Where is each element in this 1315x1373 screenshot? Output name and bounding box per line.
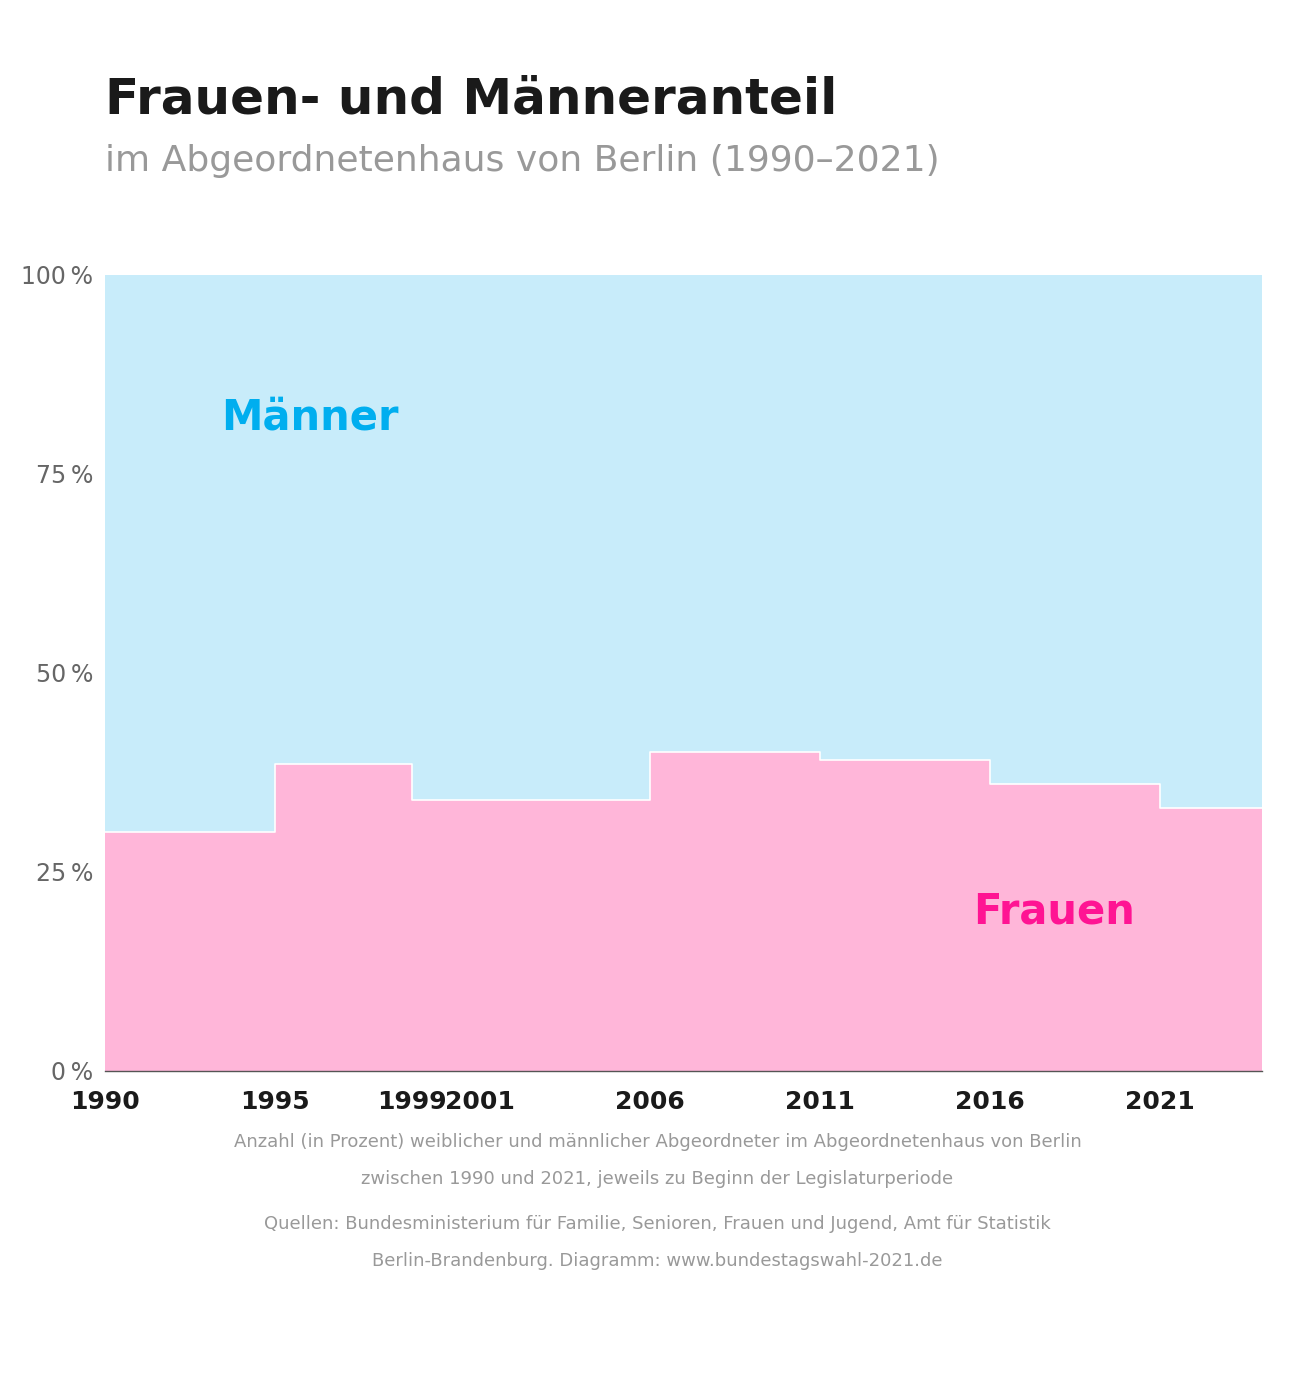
- Text: im Abgeordnetenhaus von Berlin (1990–2021): im Abgeordnetenhaus von Berlin (1990–202…: [105, 144, 940, 178]
- Text: Männer: Männer: [221, 397, 398, 439]
- Text: Frauen- und Männeranteil: Frauen- und Männeranteil: [105, 76, 838, 124]
- Text: Berlin-Brandenburg. Diagramm: www.bundestagswahl-2021.de: Berlin-Brandenburg. Diagramm: www.bundes…: [372, 1252, 943, 1270]
- Text: zwischen 1990 und 2021, jeweils zu Beginn der Legislaturperiode: zwischen 1990 und 2021, jeweils zu Begin…: [362, 1170, 953, 1188]
- Text: Quellen: Bundesministerium für Familie, Senioren, Frauen und Jugend, Amt für Sta: Quellen: Bundesministerium für Familie, …: [264, 1215, 1051, 1233]
- Text: Frauen: Frauen: [973, 891, 1135, 932]
- Text: Anzahl (in Prozent) weiblicher und männlicher Abgeordneter im Abgeordnetenhaus v: Anzahl (in Prozent) weiblicher und männl…: [234, 1133, 1081, 1151]
